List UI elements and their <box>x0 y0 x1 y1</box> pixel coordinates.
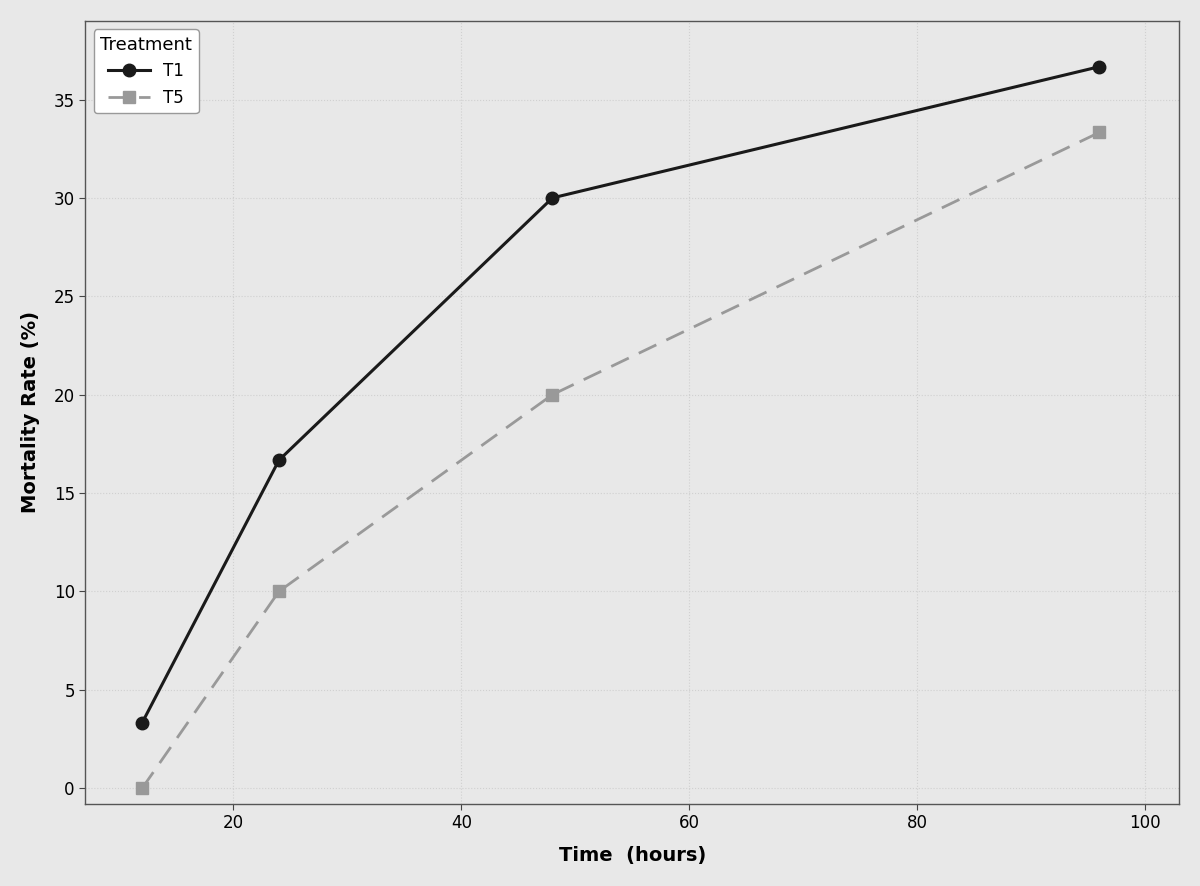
T1 <box>271 455 286 465</box>
Legend: T1, T5: T1, T5 <box>94 29 199 113</box>
T5 <box>545 389 559 400</box>
T5 <box>271 586 286 596</box>
T1 <box>545 192 559 203</box>
T5 <box>1092 127 1106 137</box>
Line: T1: T1 <box>136 60 1105 729</box>
Line: T5: T5 <box>136 126 1105 795</box>
X-axis label: Time  (hours): Time (hours) <box>558 846 706 865</box>
T5 <box>136 783 150 794</box>
Y-axis label: Mortality Rate (%): Mortality Rate (%) <box>20 311 40 513</box>
T1 <box>1092 61 1106 72</box>
T1 <box>136 718 150 728</box>
